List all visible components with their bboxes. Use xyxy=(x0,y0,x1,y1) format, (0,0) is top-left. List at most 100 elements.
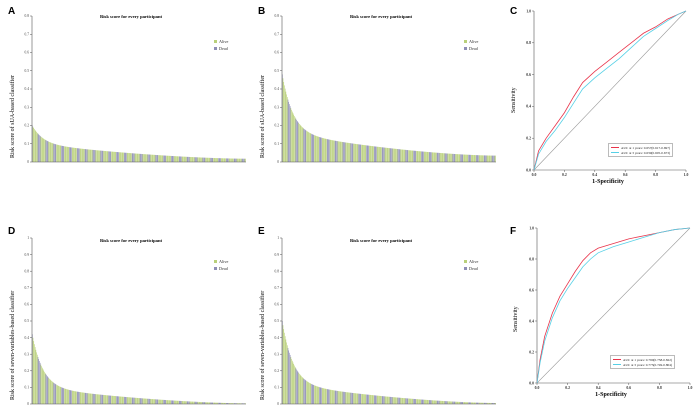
bar-alive xyxy=(314,135,316,162)
y-tick-label: 0.2 xyxy=(526,137,531,141)
bar-dead xyxy=(219,158,221,162)
bar-alive xyxy=(379,147,381,162)
bar-dead xyxy=(54,143,55,162)
bar-alive xyxy=(239,403,241,404)
bar-alive xyxy=(427,399,429,404)
legend-swatch-dead xyxy=(464,267,467,270)
bar-alive xyxy=(215,402,216,404)
bar-dead xyxy=(84,392,86,404)
bar-dead xyxy=(460,154,461,162)
bar-alive xyxy=(64,146,66,162)
bar-alive xyxy=(193,157,195,162)
bar-alive xyxy=(419,151,421,162)
bar-alive xyxy=(363,145,364,162)
bar-alive xyxy=(340,141,342,162)
y-tick-label: 0.8 xyxy=(526,41,531,45)
bar-dead xyxy=(358,393,359,404)
bar-alive xyxy=(73,390,74,404)
bar-alive xyxy=(228,403,230,404)
bar-alive xyxy=(442,400,444,404)
panel-label: D xyxy=(8,226,16,237)
bar-dead xyxy=(37,133,39,162)
legend-swatch-dead xyxy=(464,47,467,50)
roc-curve-1yr xyxy=(533,10,687,171)
bar-dead xyxy=(295,118,297,162)
x-axis-label: 1-Specificity xyxy=(592,179,624,185)
y-tick-label: 0.2 xyxy=(529,350,534,354)
bar-dead xyxy=(305,130,307,162)
bar-alive xyxy=(168,400,170,404)
bar-dead xyxy=(109,395,110,404)
bar-dead xyxy=(421,151,422,162)
bar-alive xyxy=(284,88,286,162)
bar-alive xyxy=(173,156,175,162)
bar-alive xyxy=(487,402,489,404)
y-tick-label: 0 xyxy=(27,402,29,405)
bar-alive xyxy=(123,152,124,162)
bar-alive xyxy=(83,148,84,162)
bar-alive xyxy=(224,158,226,162)
bar-alive xyxy=(401,149,403,162)
y-tick-label: 0.4 xyxy=(275,87,280,91)
bar-alive xyxy=(456,401,457,404)
bar-dead xyxy=(234,403,236,404)
bar-alive xyxy=(162,399,164,404)
y-tick-label: 0.4 xyxy=(529,319,534,323)
bar-dead xyxy=(101,394,103,404)
bar-dead xyxy=(148,154,150,162)
bar-alive xyxy=(131,153,132,162)
bar-alive xyxy=(306,130,307,162)
bar-dead xyxy=(155,399,157,404)
bar-alive xyxy=(330,139,332,162)
bar-alive xyxy=(120,396,122,404)
bar-dead xyxy=(359,144,360,162)
bar-dead xyxy=(453,401,455,404)
bar-alive xyxy=(309,133,311,162)
legend-dead: Dead xyxy=(469,46,478,51)
bar-alive xyxy=(333,390,334,404)
bar-dead xyxy=(124,396,125,404)
bar-alive xyxy=(66,389,67,404)
y-tick-label: 0.7 xyxy=(25,32,30,36)
bar-alive xyxy=(52,143,54,162)
bar-dead xyxy=(391,148,392,162)
bar-dead xyxy=(186,401,188,404)
bar-dead xyxy=(38,134,40,162)
bar-alive xyxy=(345,392,347,404)
bar-alive xyxy=(361,393,362,404)
bar-dead xyxy=(125,396,127,404)
bar-dead xyxy=(319,387,321,404)
bar-alive xyxy=(298,372,300,404)
bar-alive xyxy=(91,393,93,404)
bar-alive xyxy=(154,399,156,404)
bar-dead xyxy=(171,156,173,162)
bar-alive xyxy=(119,396,120,404)
bar-dead xyxy=(117,152,119,162)
bar-alive xyxy=(472,154,474,162)
bar-dead xyxy=(304,379,306,404)
bar-dead xyxy=(148,398,149,404)
bar-alive xyxy=(114,151,115,162)
bar-alive xyxy=(387,396,389,404)
bar-alive xyxy=(384,147,386,162)
bar-dead xyxy=(446,401,447,404)
bar-alive xyxy=(158,399,159,404)
bar-alive xyxy=(65,146,67,162)
y-tick-label: 0.4 xyxy=(25,87,30,91)
bar-alive xyxy=(408,398,409,404)
bar-dead xyxy=(366,394,368,404)
bar-dead xyxy=(188,156,190,162)
bar-dead xyxy=(78,391,79,404)
bar-alive xyxy=(299,124,301,162)
bar-dead xyxy=(157,155,159,162)
bar-alive xyxy=(230,158,231,162)
bar-alive xyxy=(99,394,101,404)
bar-alive xyxy=(294,366,296,404)
bar-dead xyxy=(405,149,407,162)
bar-dead xyxy=(164,155,166,162)
bar-alive xyxy=(239,158,241,162)
bar-alive xyxy=(488,402,490,404)
bar-dead xyxy=(186,156,188,162)
bar-dead xyxy=(70,147,72,162)
bar-dead xyxy=(116,396,117,404)
